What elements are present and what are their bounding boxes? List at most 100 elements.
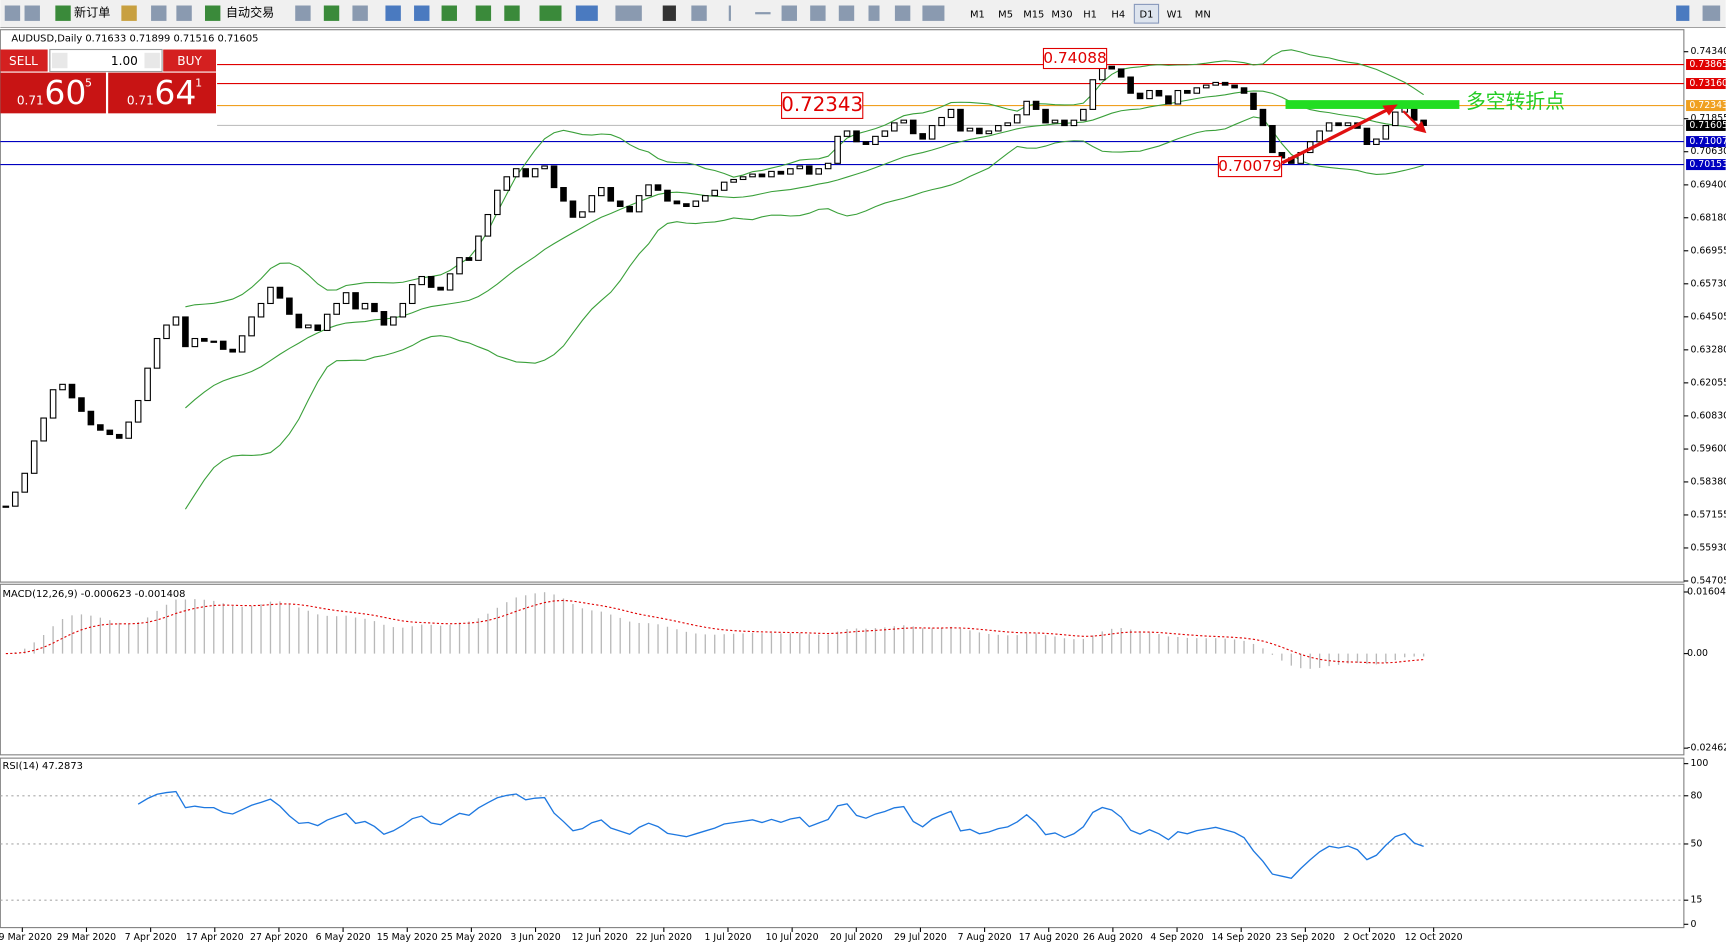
lots-input[interactable]: 1.00 [111, 54, 138, 68]
rsi-line [137, 790, 1424, 879]
candle [1051, 119, 1059, 124]
candle [673, 200, 681, 205]
candle [1155, 89, 1163, 97]
timeframe-button[interactable]: D1 [1139, 9, 1153, 20]
candle [815, 168, 823, 175]
candle [172, 316, 180, 326]
annotation-box [1217, 156, 1283, 178]
candle [1184, 89, 1191, 94]
candle [21, 472, 29, 493]
sell-price-big: 60 [44, 73, 86, 112]
turning-point-bar [1285, 100, 1460, 109]
candle [68, 383, 76, 399]
sell-button[interactable]: SELL [9, 54, 38, 68]
candle [399, 302, 407, 318]
timeframe-button[interactable]: MN [1195, 9, 1211, 20]
candle [106, 429, 114, 436]
candle [1335, 122, 1342, 127]
candle [1344, 122, 1352, 127]
candle [210, 340, 218, 343]
candle [1259, 108, 1267, 127]
candle [1127, 76, 1134, 94]
candle [201, 337, 208, 342]
timeframe-active [1133, 3, 1160, 24]
candle [730, 178, 737, 183]
annotation-label: 0.72343 [781, 93, 863, 116]
candle [333, 302, 340, 315]
timeframe-button[interactable]: W1 [1167, 9, 1183, 20]
candle [853, 130, 860, 143]
timeframe-button[interactable]: H4 [1111, 9, 1125, 20]
candle [1212, 81, 1219, 86]
price-tick-label: 0.57155 [1690, 509, 1726, 520]
level-label-bg [1686, 100, 1726, 112]
timeframe-button[interactable]: M30 [1051, 9, 1072, 20]
level-label: 0.73160 [1689, 78, 1726, 89]
date-label: 25 May 2020 [441, 932, 502, 943]
date-label: 2 Oct 2020 [1344, 932, 1396, 943]
candle [1136, 92, 1144, 100]
candle [59, 383, 66, 391]
price-tick-label: 0.58380 [1690, 476, 1726, 487]
candle [1193, 87, 1201, 94]
turning-point-note: 多空转折点 [1466, 90, 1565, 113]
candle [219, 340, 227, 350]
toolbar-button[interactable]: 新订单 [74, 5, 110, 20]
candle [484, 213, 492, 237]
candle [437, 286, 444, 291]
candle [1221, 81, 1229, 86]
rsi-tick-label: 15 [1690, 895, 1702, 906]
candle [711, 189, 719, 197]
candle [919, 133, 926, 140]
candle [891, 122, 898, 132]
date-label: 17 Aug 2020 [1019, 932, 1079, 943]
macd-signal [5, 599, 1424, 664]
candle [40, 417, 47, 442]
price-tick-label: 0.71855 [1690, 113, 1726, 124]
price-tick-label: 0.63280 [1690, 344, 1726, 355]
timeframe-button[interactable]: H1 [1083, 9, 1097, 20]
candle [588, 195, 596, 213]
candle [966, 127, 974, 132]
candle [872, 135, 879, 145]
candle [494, 189, 501, 216]
trend-arrows [1281, 104, 1427, 165]
buy-button[interactable]: BUY [177, 54, 202, 68]
candle [1013, 114, 1021, 124]
candle [361, 302, 369, 310]
candle [569, 200, 577, 218]
rsi-title: RSI(14) 47.2873 [3, 761, 83, 772]
date-label: 6 May 2020 [316, 932, 371, 943]
candle [1165, 95, 1172, 105]
candle [512, 168, 520, 178]
candle [1325, 122, 1333, 132]
candle [11, 491, 19, 507]
candle [1089, 79, 1097, 110]
price-tick-label: 0.68180 [1690, 212, 1726, 223]
candle [1174, 89, 1182, 105]
toolbar-button[interactable]: 自动交易 [226, 5, 274, 20]
level-label: 0.73865 [1689, 59, 1726, 70]
candle [323, 313, 331, 331]
candle [777, 170, 785, 175]
candle [522, 168, 529, 178]
candle [1117, 68, 1125, 78]
date-label: 23 Sep 2020 [1276, 932, 1335, 943]
price-tick-label: 0.74340 [1690, 46, 1726, 57]
candle [1023, 100, 1030, 116]
date-label: 20 Jul 2020 [830, 932, 883, 943]
candle [49, 389, 57, 419]
timeframe-button[interactable]: M15 [1023, 9, 1044, 20]
candle [295, 313, 303, 329]
date-label: 12 Jun 2020 [572, 932, 628, 943]
candle [1061, 119, 1068, 127]
annotation-label: 0.70079 [1218, 157, 1282, 175]
timeframe-button[interactable]: M5 [998, 9, 1013, 20]
candle [616, 200, 624, 207]
date-label: 4 Sep 2020 [1150, 932, 1203, 943]
candle [985, 130, 993, 135]
candle [796, 165, 804, 170]
candle [134, 399, 142, 423]
timeframe-button[interactable]: M1 [970, 9, 985, 20]
